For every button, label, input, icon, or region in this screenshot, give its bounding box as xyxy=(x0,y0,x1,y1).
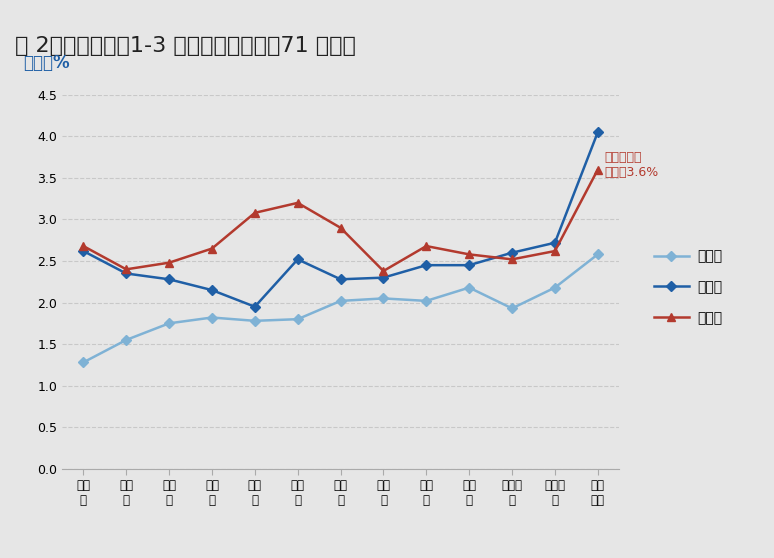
Text: 收视率%: 收视率% xyxy=(23,55,70,73)
Text: 图 2《我是歌手》1-3 季分期收视对比（71 城市）: 图 2《我是歌手》1-3 季分期收视对比（71 城市） xyxy=(15,36,356,56)
Text: 第三季歌王
之战：3.6%: 第三季歌王 之战：3.6% xyxy=(604,151,659,180)
Legend: 第一季, 第二季, 第三季: 第一季, 第二季, 第三季 xyxy=(649,244,728,330)
